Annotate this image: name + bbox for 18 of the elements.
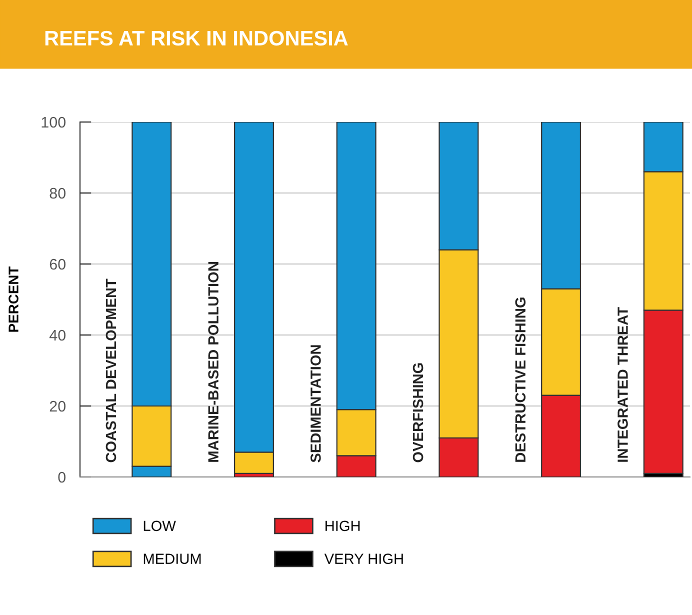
x-tick-label: SEDIMENTATION <box>310 345 321 462</box>
x-tick-label: INTEGRATED THREAT <box>618 307 628 462</box>
y-tick-label: 80 <box>50 188 66 199</box>
y-tick-label: 0 <box>58 472 66 483</box>
y-tick-label: 60 <box>50 258 66 270</box>
y-tick-label: 100 <box>42 116 66 128</box>
legend-label: HIGH <box>326 520 360 532</box>
x-tick-label: COASTAL DEVELOPMENT <box>106 278 116 462</box>
x-tick-label: DESTRUCTIVE FISHING <box>515 298 526 462</box>
y-tick-label: 20 <box>50 400 66 412</box>
y-axis-title: PERCENT <box>8 266 18 332</box>
x-tick-label: MARINE-BASED POLLUTION <box>208 262 219 462</box>
legend-label: LOW <box>144 520 176 532</box>
y-tick-label: 40 <box>49 330 66 341</box>
legend-label: VERY HIGH <box>324 554 403 564</box>
legend-label: MEDIUM <box>144 554 201 564</box>
x-tick-label: OVERFISHING <box>412 363 424 462</box>
chart-title: REEFS AT RISK IN INDONESIA <box>45 30 348 46</box>
